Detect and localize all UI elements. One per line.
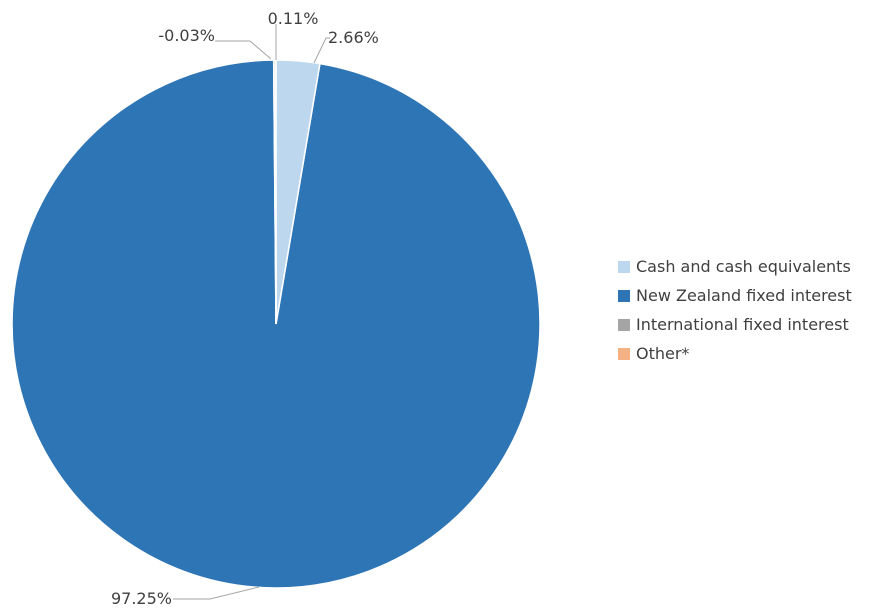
legend-item-cash: Cash and cash equivalents: [618, 252, 852, 281]
legend-swatch-international-fixed-interest: [618, 318, 630, 331]
data-label-3: -0.03%: [158, 26, 215, 45]
legend-label-other: Other*: [636, 344, 690, 363]
legend-swatch-cash: [618, 260, 630, 273]
legend-label-international-fixed-interest: International fixed interest: [636, 315, 849, 334]
pie-slice-3: [274, 59, 277, 325]
legend-item-international-fixed-interest: International fixed interest: [618, 310, 852, 339]
legend-label-cash: Cash and cash equivalents: [636, 257, 851, 276]
legend-item-other: Other*: [618, 339, 852, 368]
leader-line-3: [215, 40, 272, 60]
data-label-2: 0.11%: [268, 9, 319, 28]
data-label-1: 97.25%: [111, 589, 172, 608]
legend: Cash and cash equivalents New Zealand fi…: [618, 252, 852, 368]
legend-swatch-nz-fixed-interest: [618, 289, 630, 302]
legend-item-nz-fixed-interest: New Zealand fixed interest: [618, 281, 852, 310]
legend-label-nz-fixed-interest: New Zealand fixed interest: [636, 286, 852, 305]
leader-line-1: [173, 586, 260, 600]
leader-line-0: [313, 37, 330, 64]
legend-swatch-other: [618, 347, 630, 360]
data-label-0: 2.66%: [328, 28, 379, 47]
